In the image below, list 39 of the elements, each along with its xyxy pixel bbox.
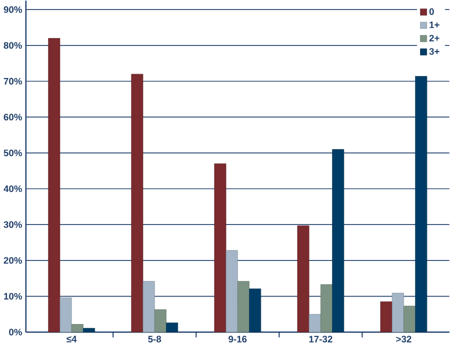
x-tick-label: >32 <box>396 336 412 342</box>
bar <box>71 324 84 332</box>
bar <box>214 164 226 332</box>
bar <box>392 292 404 332</box>
bar <box>142 281 155 332</box>
y-tick-label: 90% <box>4 6 22 13</box>
y-tick-label: 40% <box>4 185 22 192</box>
bar <box>237 281 250 332</box>
bar <box>308 314 321 332</box>
bar <box>249 288 262 332</box>
bar <box>166 322 178 332</box>
bar <box>332 149 344 332</box>
legend-label: 1+ <box>430 22 440 28</box>
y-tick-label: 70% <box>4 78 22 85</box>
bar <box>83 328 95 332</box>
bar <box>380 302 392 332</box>
y-tick-label: 20% <box>4 257 22 264</box>
y-tick-label: 30% <box>4 221 22 228</box>
bar <box>60 298 72 332</box>
y-tick-label: 0% <box>9 328 22 336</box>
bar <box>415 76 428 332</box>
bar <box>404 306 416 332</box>
y-tick-label: 80% <box>4 42 22 49</box>
x-tick-label: 9-16 <box>228 336 247 342</box>
bar <box>297 226 310 332</box>
y-tick-label: 60% <box>4 114 22 120</box>
bar <box>320 284 332 332</box>
bar <box>131 74 144 332</box>
y-tick-label: 50% <box>4 150 22 156</box>
x-tick-label: 17-32 <box>309 336 332 342</box>
legend-label: 2+ <box>429 34 440 42</box>
bar <box>226 250 238 332</box>
bar <box>48 38 60 332</box>
bar <box>154 309 166 332</box>
x-tick-label: 5-8 <box>148 336 162 342</box>
legend-label: 0 <box>429 8 434 15</box>
legend-label: 3+ <box>429 48 440 55</box>
y-tick-label: 10% <box>4 292 22 300</box>
x-tick-label: ≤4 <box>66 336 77 342</box>
